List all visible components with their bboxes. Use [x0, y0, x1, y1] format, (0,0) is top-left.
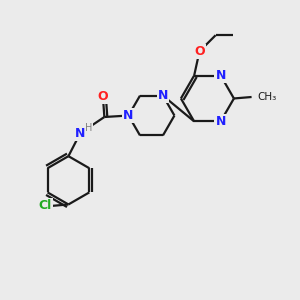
Text: O: O	[98, 90, 108, 103]
Text: CH₃: CH₃	[257, 92, 276, 102]
Text: N: N	[75, 127, 86, 140]
Text: O: O	[194, 45, 205, 58]
Text: N: N	[158, 89, 168, 102]
Text: Cl: Cl	[38, 200, 52, 212]
Text: N: N	[215, 69, 226, 82]
Text: N: N	[123, 109, 134, 122]
Text: H: H	[85, 123, 92, 133]
Text: N: N	[215, 115, 226, 128]
